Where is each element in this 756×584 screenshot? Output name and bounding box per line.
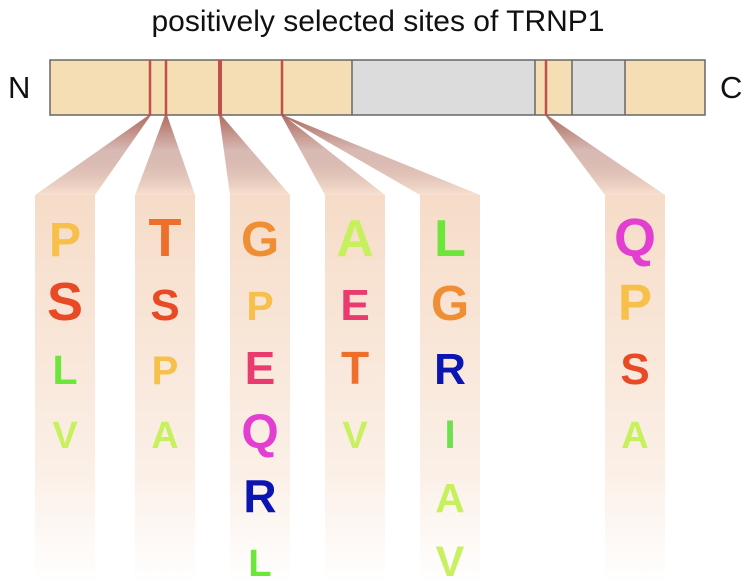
residue-letter: R	[243, 470, 276, 522]
residue-letter: L	[52, 347, 77, 393]
residue-letter: P	[618, 274, 652, 331]
residue-letter: P	[246, 283, 273, 329]
n-terminus-label: N	[8, 70, 31, 105]
site-connector-fan	[281, 115, 480, 195]
residue-column	[420, 195, 480, 584]
site-connector-fan	[545, 115, 665, 195]
residue-letter: V	[436, 538, 465, 584]
site-connector-fan	[281, 115, 385, 195]
residue-letter: A	[151, 415, 178, 457]
c-terminus-label: C	[720, 70, 743, 105]
site-connector-fan	[135, 115, 195, 195]
residue-letter: L	[434, 210, 466, 268]
residue-column	[325, 195, 385, 584]
disordered-region	[352, 60, 535, 115]
site-connector-fan	[219, 115, 290, 195]
residue-letter: I	[444, 413, 455, 457]
residue-column	[230, 195, 290, 584]
residue-column	[135, 195, 195, 584]
domain-region	[50, 60, 352, 115]
domain-region	[625, 60, 705, 115]
residue-letter: Q	[614, 208, 656, 268]
residue-letter: A	[336, 210, 374, 268]
disordered-region	[572, 60, 625, 115]
residue-letter: E	[245, 342, 276, 394]
residue-letter: V	[52, 415, 78, 457]
residue-letter: P	[49, 214, 81, 267]
residue-letter: G	[431, 277, 469, 331]
residue-letter: Q	[241, 406, 278, 459]
site-connector-fan	[35, 115, 151, 195]
diagram-title: positively selected sites of TRNP1	[151, 5, 605, 38]
residue-letter: L	[248, 543, 271, 584]
residue-column	[605, 195, 665, 584]
protein-bar	[49, 59, 706, 116]
residue-letter: S	[47, 272, 83, 332]
residue-letter: A	[621, 415, 648, 457]
site-connectors	[35, 115, 665, 195]
residue-letter: T	[341, 342, 369, 394]
site-markers	[148, 60, 548, 115]
residue-letter: A	[435, 475, 465, 521]
residue-letter: E	[340, 281, 369, 330]
site-columns	[35, 195, 665, 584]
residue-letter: S	[620, 345, 649, 394]
residue-letter: G	[241, 213, 279, 267]
residue-letter: V	[342, 415, 368, 457]
residue-letter: S	[150, 281, 179, 330]
residue-letter: P	[152, 349, 179, 393]
residue-column	[35, 195, 95, 584]
residue-letter: T	[149, 208, 182, 268]
domain-region	[535, 60, 572, 115]
residue-letter: R	[434, 345, 466, 394]
protein-outline	[49, 59, 706, 116]
